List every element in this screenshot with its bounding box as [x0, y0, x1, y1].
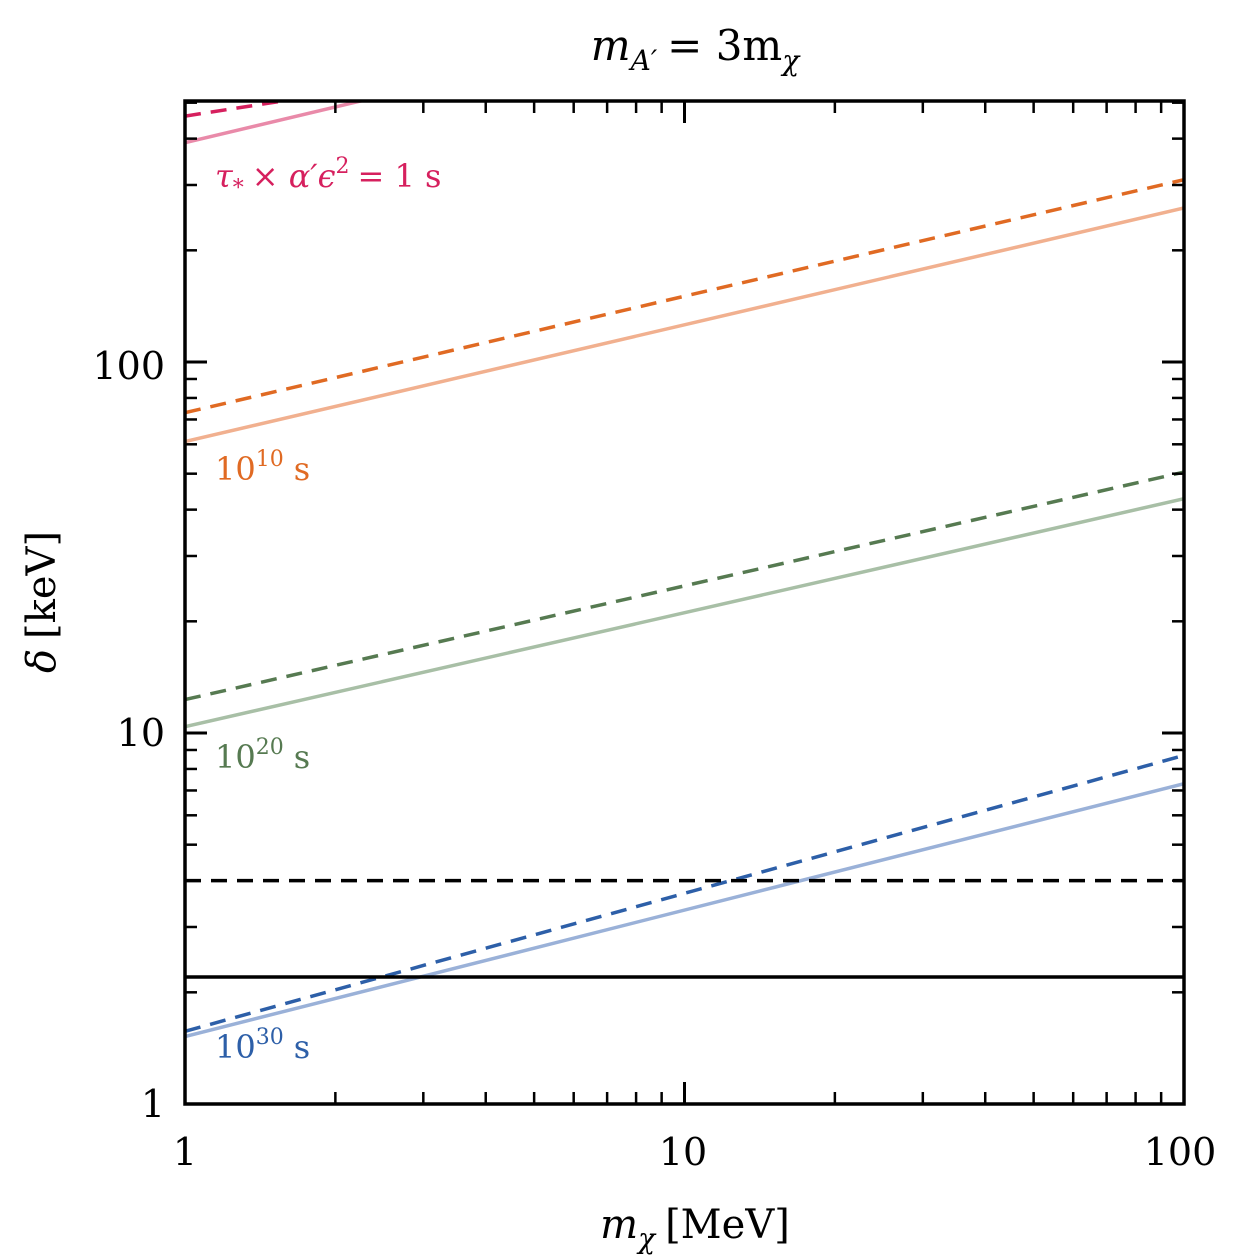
t20-base: 10 — [215, 738, 256, 776]
t10-unit: s — [294, 450, 310, 488]
x-axis-label: mχ [MeV] — [600, 1202, 790, 1255]
y-tick-label: 100 — [92, 344, 165, 388]
chart-title: mA′ = 3mχ — [591, 21, 802, 77]
xlabel-sub: χ — [636, 1222, 657, 1255]
series-line-0 — [185, 101, 295, 118]
y-axis-label: δ [keV] — [19, 531, 65, 673]
series-layer — [185, 101, 1184, 1039]
tau-p1: τ — [215, 157, 234, 195]
annotation-1e10: 1010 s — [215, 447, 310, 488]
y-tick-label: 1 — [141, 1082, 165, 1126]
xlabel-var: m — [600, 1202, 638, 1248]
annotation-1e30: 1030 s — [215, 1025, 310, 1066]
x-tick-label: 10 — [659, 1130, 707, 1174]
tick-layer — [183, 101, 1184, 1106]
series-line-7 — [185, 782, 1184, 1039]
title-rhs-sub: χ — [780, 44, 801, 77]
series-line-1 — [185, 101, 369, 145]
t20-sup: 20 — [256, 735, 284, 760]
tau-p2sup: 2 — [335, 154, 349, 179]
title-base: m — [591, 21, 631, 70]
annotation-1e20: 1020 s — [215, 735, 310, 776]
title-sub: A′ — [628, 44, 658, 77]
series-line-4 — [185, 470, 1184, 702]
ylabel-unit: [keV] — [19, 531, 65, 639]
title-rhs: = 3m — [667, 21, 782, 70]
t10-sup: 10 — [256, 447, 284, 472]
ylabel-var: δ — [19, 649, 65, 673]
tau-p2: × α′ϵ — [252, 157, 336, 195]
x-tick-label: 100 — [1144, 1130, 1217, 1174]
t30-base: 10 — [215, 1028, 256, 1066]
plot-frame — [183, 99, 1186, 1106]
t30-sup: 30 — [256, 1025, 284, 1050]
t20-unit: s — [294, 738, 310, 776]
series-line-3 — [185, 206, 1184, 444]
t30-unit: s — [294, 1028, 310, 1066]
x-tick-label: 1 — [173, 1130, 197, 1174]
y-tick-label: 10 — [117, 711, 165, 755]
series-line-6 — [185, 753, 1184, 1033]
series-line-5 — [185, 496, 1184, 729]
xlabel-unit: [MeV] — [665, 1202, 790, 1248]
series-line-2 — [185, 177, 1184, 415]
tau-p1sub: * — [233, 176, 244, 201]
t10-base: 10 — [215, 450, 256, 488]
tau-p3: = 1 s — [357, 157, 441, 195]
annotation-tau: τ* × α′ϵ2 = 1 s — [215, 154, 441, 201]
